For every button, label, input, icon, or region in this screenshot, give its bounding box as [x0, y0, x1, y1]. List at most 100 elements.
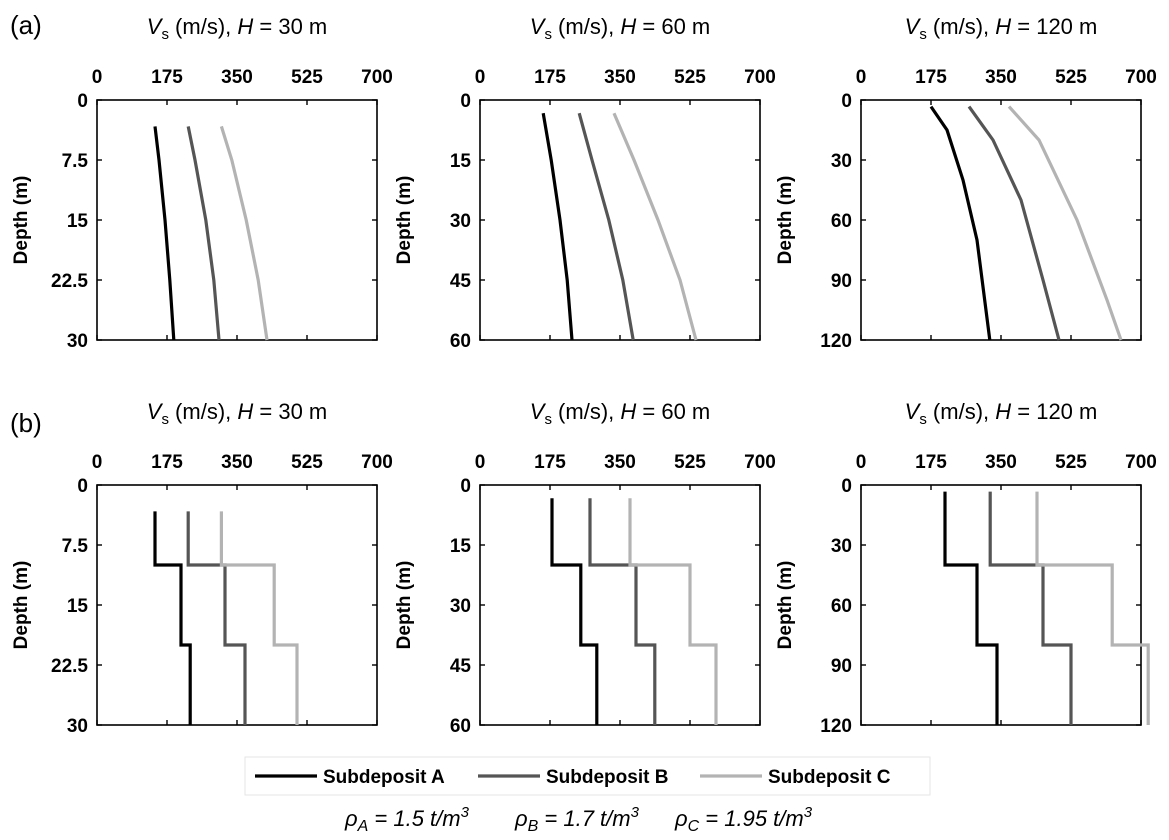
series-line-subdeposit-a — [153, 511, 192, 725]
y-tick-label: 45 — [450, 656, 472, 677]
x-tick-label: 525 — [1055, 452, 1087, 473]
x-tick-label: 700 — [361, 452, 393, 473]
y-tick-label: 0 — [841, 91, 852, 112]
x-tick-label: 700 — [744, 452, 776, 473]
y-tick-label: 15 — [67, 596, 89, 617]
x-tick-label: 700 — [361, 67, 393, 88]
y-tick-label: 15 — [67, 211, 89, 232]
y-tick-label: 60 — [450, 716, 471, 737]
chart-panel-a-2: Vs (m/s), H = 60 m 0 175 350 525 700 0 15 30 45 60… — [394, 14, 776, 352]
legend-label: Subdeposit A — [323, 767, 445, 788]
chart-title: Vs (m/s), H = 120 m — [905, 14, 1098, 43]
density-a: ρA = 1.5 t/m3 — [344, 804, 470, 835]
series-line-subdeposit-c — [219, 125, 269, 341]
x-tick-label: 0 — [92, 67, 103, 88]
axes-frame — [96, 484, 378, 726]
axes-frame — [860, 99, 1142, 341]
chart-panel-a-1: Vs (m/s), H = 30 m 0 175 350 525 700 0 7.5 15 22.… — [11, 14, 393, 352]
x-tick-label: 350 — [221, 67, 253, 88]
x-tick-label: 0 — [856, 67, 867, 88]
y-tick-label: 0 — [460, 91, 471, 112]
legend-item-subdeposit-a: Subdeposit A — [255, 767, 445, 788]
series-line-subdeposit-c — [1007, 105, 1123, 341]
y-tick-label: 30 — [450, 211, 471, 232]
y-tick-label: 120 — [820, 716, 852, 737]
y-tick-label: 0 — [460, 476, 471, 497]
x-tick-label: 700 — [1125, 67, 1157, 88]
axes-frame — [479, 99, 761, 341]
legend-item-subdeposit-b: Subdeposit B — [478, 767, 668, 788]
x-tick-label: 525 — [674, 452, 706, 473]
series-line-subdeposit-b — [967, 105, 1061, 341]
y-axis-label: Depth (m) — [775, 561, 796, 650]
x-tick-label: 0 — [475, 452, 486, 473]
series-line-subdeposit-b — [988, 491, 1073, 725]
x-tick-label: 350 — [604, 67, 636, 88]
legend: Subdeposit A Subdeposit B Subdeposit C — [244, 756, 931, 796]
chart-panel-b-3: Vs (m/s), H = 120 m 0 175 350 525 700 0 30 60 90 1… — [775, 399, 1157, 737]
chart-panel-b-2: Vs (m/s), H = 60 m 0 175 350 525 700 0 15 30 45 60… — [394, 399, 776, 737]
x-tick-label: 175 — [151, 452, 183, 473]
density-c: ρC = 1.95 t/m3 — [674, 804, 813, 835]
chart-title: Vs (m/s), H = 60 m — [530, 399, 711, 428]
y-tick-label: 0 — [77, 91, 88, 112]
x-tick-label: 700 — [744, 67, 776, 88]
y-tick-label: 22.5 — [51, 271, 88, 292]
y-tick-label: 30 — [450, 596, 471, 617]
x-tick-label: 175 — [915, 67, 947, 88]
y-tick-label: 0 — [841, 476, 852, 497]
y-tick-label: 60 — [450, 331, 471, 352]
legend-item-subdeposit-c: Subdeposit C — [700, 767, 891, 788]
y-axis-label: Depth (m) — [775, 176, 796, 265]
y-tick-label: 7.5 — [62, 151, 89, 172]
y-tick-label: 90 — [831, 656, 852, 677]
series-line-subdeposit-c — [628, 498, 718, 725]
y-tick-label: 90 — [831, 271, 852, 292]
series-line-subdeposit-c — [612, 112, 698, 341]
chart-title: Vs (m/s), H = 120 m — [905, 399, 1098, 428]
chart-title: Vs (m/s), H = 60 m — [530, 14, 711, 43]
series-line-subdeposit-c — [219, 511, 299, 725]
series-line-subdeposit-b — [186, 126, 221, 341]
x-tick-label: 175 — [534, 452, 566, 473]
series-line-subdeposit-a — [541, 112, 574, 341]
x-tick-label: 175 — [151, 67, 183, 88]
series-line-subdeposit-b — [588, 498, 657, 725]
y-tick-label: 15 — [450, 536, 472, 557]
series-line-subdeposit-b — [577, 112, 635, 341]
x-tick-label: 175 — [534, 67, 566, 88]
legend-label: Subdeposit C — [768, 767, 891, 788]
series-line-subdeposit-a — [943, 491, 999, 725]
chart-panel-b-1: Vs (m/s), H = 30 m 0 175 350 525 700 0 7.5 15 22.… — [11, 399, 393, 737]
series-line-subdeposit-a — [550, 498, 599, 725]
density-b: ρB = 1.7 t/m3 — [514, 804, 640, 835]
x-tick-label: 350 — [985, 452, 1017, 473]
x-tick-label: 700 — [1125, 452, 1157, 473]
x-tick-label: 0 — [856, 452, 867, 473]
x-tick-label: 525 — [674, 67, 706, 88]
axes-frame — [479, 484, 761, 726]
density-note: ρA = 1.5 t/m3 ρB = 1.7 t/m3 ρC = 1.95 t/m3 — [344, 804, 813, 835]
chart-title: Vs (m/s), H = 30 m — [147, 14, 328, 43]
y-tick-label: 7.5 — [62, 536, 89, 557]
x-tick-label: 0 — [475, 67, 486, 88]
y-axis-label: Depth (m) — [11, 176, 32, 265]
y-axis-label: Depth (m) — [11, 561, 32, 650]
x-tick-label: 0 — [92, 452, 103, 473]
y-tick-label: 60 — [831, 596, 852, 617]
y-tick-label: 0 — [77, 476, 88, 497]
series-line-subdeposit-a — [929, 105, 992, 341]
y-tick-label: 60 — [831, 211, 852, 232]
y-tick-label: 30 — [67, 331, 88, 352]
y-tick-label: 30 — [831, 536, 852, 557]
y-tick-label: 30 — [67, 716, 88, 737]
series-line-subdeposit-a — [153, 126, 176, 341]
series-line-subdeposit-c — [1035, 491, 1150, 725]
legend-label: Subdeposit B — [546, 767, 668, 788]
y-tick-label: 45 — [450, 271, 472, 292]
x-tick-label: 525 — [1055, 67, 1087, 88]
x-tick-label: 350 — [604, 452, 636, 473]
panel-label-a: (a) — [10, 10, 42, 40]
y-tick-label: 15 — [450, 151, 472, 172]
